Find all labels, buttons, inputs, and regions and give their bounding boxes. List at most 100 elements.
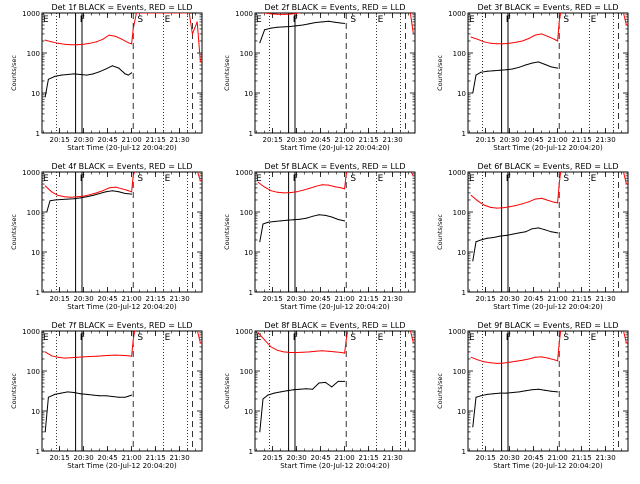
data-point-events <box>99 71 101 73</box>
data-point-events <box>518 391 520 393</box>
data-point-lld <box>625 342 627 344</box>
data-point-lld <box>477 359 479 361</box>
x-tick-label: 21:00 <box>335 454 355 462</box>
data-point-lld <box>89 356 91 357</box>
x-tick-label: 21:00 <box>548 295 568 303</box>
data-point-events <box>118 396 120 398</box>
x-tick-label: 20:30 <box>287 136 307 144</box>
data-point-events <box>480 239 482 241</box>
data-point-lld <box>308 351 310 353</box>
data-point-events <box>73 198 75 200</box>
data-point-lld <box>345 339 347 341</box>
data-point-lld <box>483 41 485 43</box>
data-point-events <box>49 200 51 202</box>
data-point-events <box>273 221 275 222</box>
data-point-lld <box>496 43 498 45</box>
chart-title: Det 9f BLACK = Events, RED = LLD <box>477 321 618 330</box>
data-point-lld <box>51 355 53 357</box>
data-point-events <box>264 29 266 31</box>
flag-label: S <box>563 174 569 184</box>
series-group <box>44 331 201 433</box>
data-point-lld <box>76 44 78 46</box>
data-point-events <box>92 394 94 396</box>
flag-label: E <box>378 15 384 25</box>
data-point-events <box>111 190 113 192</box>
data-point-events <box>54 199 56 201</box>
data-point-lld <box>276 191 278 193</box>
series-line-lld <box>260 13 414 34</box>
data-point-lld <box>553 38 555 40</box>
x-tick-label: 20:15 <box>476 295 496 303</box>
x-tick-label: 21:30 <box>596 454 616 462</box>
data-point-lld <box>528 38 530 39</box>
data-point-events <box>493 70 495 72</box>
series-line-events <box>46 190 132 213</box>
data-point-lld <box>534 356 536 358</box>
x-tick-label: 20:45 <box>98 136 118 144</box>
data-point-events <box>518 232 520 234</box>
data-point-events <box>79 74 81 75</box>
y-tick-label: 1000 <box>235 169 253 177</box>
data-point-lld <box>502 207 504 209</box>
data-point-lld <box>115 354 117 356</box>
data-point-lld <box>547 35 549 37</box>
data-point-lld <box>515 41 517 43</box>
x-tick-label: 21:15 <box>572 295 592 303</box>
flag-label: F <box>293 333 298 343</box>
data-point-lld <box>108 354 110 356</box>
x-tick-label: 21:00 <box>122 454 142 462</box>
y-tick-label: 1 <box>249 130 253 138</box>
x-tick-label: 21:00 <box>122 136 142 144</box>
chart-panel-4: Det 4f BLACK = Events, RED = LLD 1 10 100 10… <box>10 162 203 311</box>
data-point-events <box>318 214 320 216</box>
data-point-lld <box>557 40 559 42</box>
data-point-events <box>544 229 546 231</box>
x-tick-label: 21:00 <box>548 136 568 144</box>
data-point-lld <box>410 329 411 330</box>
x-tick-label: 20:15 <box>476 454 496 462</box>
data-point-events <box>44 96 46 98</box>
data-point-events <box>321 21 323 23</box>
x-tick-label: 20:45 <box>311 136 331 144</box>
series-group <box>44 13 201 98</box>
data-point-lld <box>334 186 336 188</box>
data-point-events <box>505 234 507 236</box>
data-point-lld <box>270 13 272 15</box>
data-point-events <box>557 391 559 393</box>
data-point-events <box>480 395 482 397</box>
data-point-lld <box>132 339 134 341</box>
data-point-events <box>334 21 336 23</box>
x-tick-label: 21:15 <box>359 454 379 462</box>
data-point-events <box>111 65 113 67</box>
data-point-lld <box>412 33 414 35</box>
data-point-lld <box>541 356 543 358</box>
x-tick-label: 20:30 <box>500 295 520 303</box>
data-point-events <box>124 193 126 194</box>
data-point-lld <box>264 13 266 14</box>
series-group <box>257 329 414 433</box>
data-point-lld <box>270 346 272 348</box>
data-point-events <box>267 221 269 223</box>
data-point-lld <box>89 194 91 196</box>
data-point-lld <box>534 34 536 36</box>
y-tick-label: 100 <box>453 368 466 376</box>
flag-label: E <box>469 333 475 343</box>
flag-label: E <box>43 15 49 25</box>
series-line-lld <box>257 172 414 194</box>
data-point-events <box>292 219 294 221</box>
x-tick-label: 21:15 <box>359 295 379 303</box>
data-point-lld <box>63 196 65 198</box>
data-point-lld <box>344 188 346 190</box>
data-point-lld <box>553 201 555 203</box>
data-point-lld <box>283 13 285 15</box>
data-point-events <box>318 382 320 384</box>
data-point-lld <box>132 28 134 30</box>
series-group <box>470 331 627 428</box>
x-axis-label: Start Time (20-Jul-12 20:04:20) <box>280 462 390 470</box>
series-line-lld <box>257 331 414 354</box>
data-point-lld <box>340 352 342 353</box>
plot-frame <box>41 12 203 134</box>
data-point-lld <box>199 61 201 63</box>
data-point-lld <box>558 183 560 185</box>
